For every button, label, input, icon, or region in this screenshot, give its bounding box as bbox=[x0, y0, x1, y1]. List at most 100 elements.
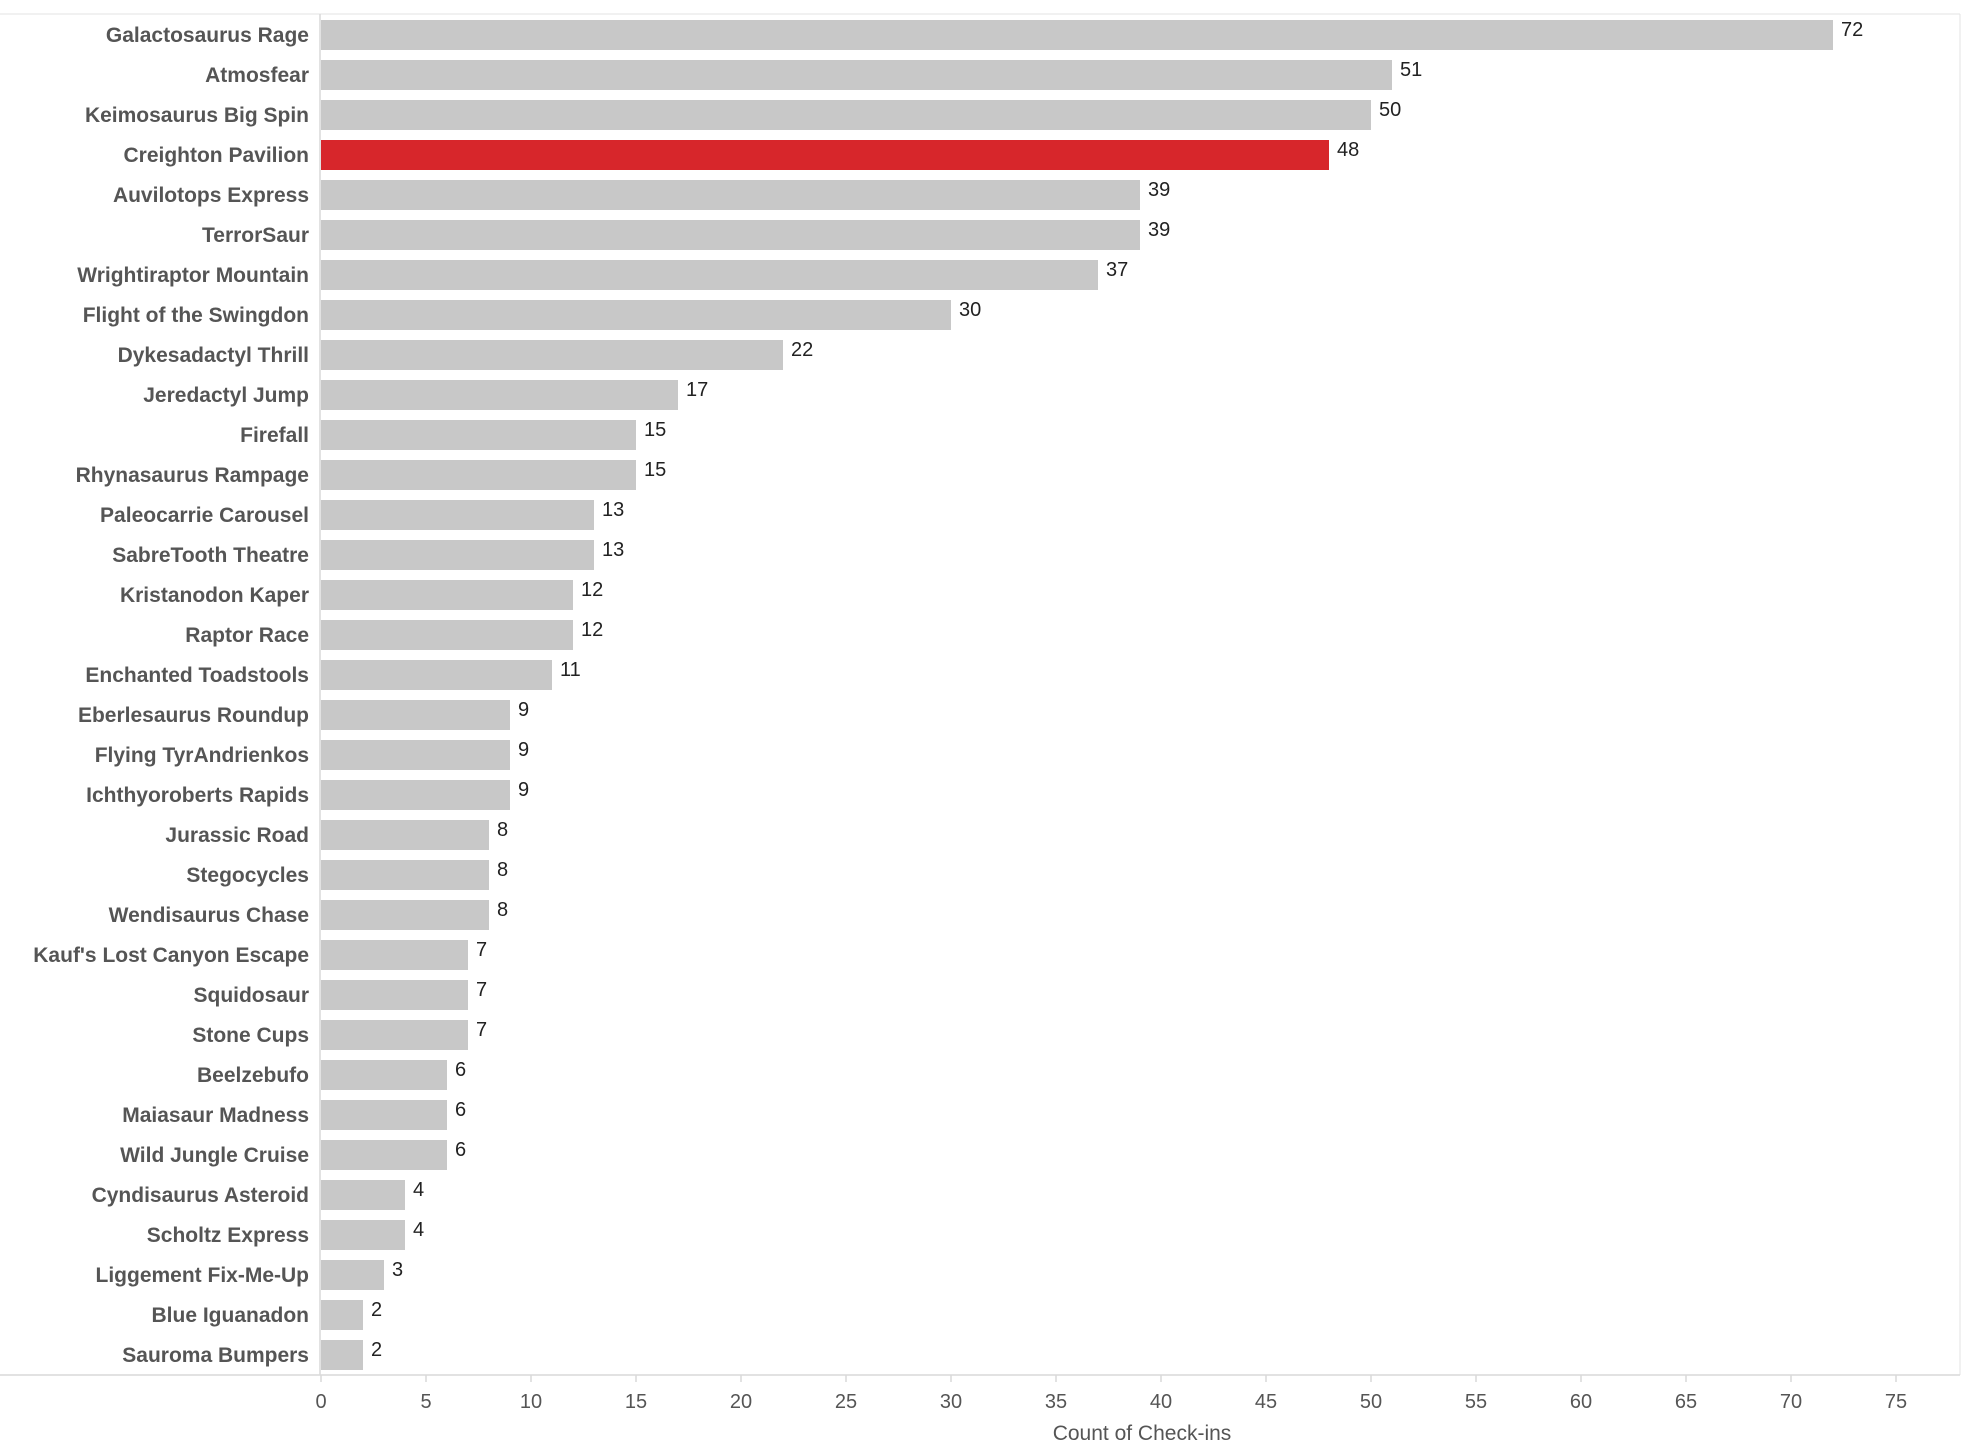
value-label: 17 bbox=[686, 379, 708, 401]
value-label: 50 bbox=[1379, 99, 1401, 121]
bar bbox=[321, 740, 510, 770]
x-tick-label: 15 bbox=[625, 1391, 647, 1413]
bar bbox=[321, 460, 636, 490]
category-label: Enchanted Toadstools bbox=[85, 664, 309, 687]
category-label: Auvilotops Express bbox=[113, 184, 309, 207]
category-label: Liggement Fix-Me-Up bbox=[96, 1264, 310, 1287]
value-label: 11 bbox=[560, 659, 581, 681]
bar bbox=[321, 700, 510, 730]
value-label: 12 bbox=[581, 619, 603, 641]
x-tick-label: 0 bbox=[315, 1391, 326, 1413]
category-label: SabreTooth Theatre bbox=[112, 544, 309, 567]
category-label: Maiasaur Madness bbox=[122, 1104, 309, 1127]
value-labels: 7251504839393730221715151313121211999888… bbox=[371, 19, 1863, 1361]
category-label: Wild Jungle Cruise bbox=[120, 1144, 309, 1167]
category-label: Sauroma Bumpers bbox=[122, 1344, 309, 1367]
value-label: 9 bbox=[518, 779, 529, 801]
bar bbox=[321, 1140, 447, 1170]
bars-group bbox=[321, 20, 1833, 1370]
value-label: 2 bbox=[371, 1299, 382, 1321]
x-tick-label: 25 bbox=[835, 1391, 857, 1413]
bar bbox=[321, 540, 594, 570]
category-label: Dykesadactyl Thrill bbox=[118, 344, 309, 367]
bar bbox=[321, 220, 1140, 250]
bar bbox=[321, 420, 636, 450]
bar bbox=[321, 980, 468, 1010]
x-tick-label: 35 bbox=[1045, 1391, 1067, 1413]
value-label: 51 bbox=[1400, 59, 1422, 81]
x-tick-label: 60 bbox=[1570, 1391, 1592, 1413]
bar bbox=[321, 260, 1098, 290]
bar bbox=[321, 820, 489, 850]
value-label: 8 bbox=[497, 819, 508, 841]
value-label: 48 bbox=[1337, 139, 1359, 161]
bar bbox=[321, 940, 468, 970]
category-label: Ichthyoroberts Rapids bbox=[86, 784, 309, 807]
category-label: Stegocycles bbox=[186, 864, 309, 887]
category-label: TerrorSaur bbox=[202, 224, 309, 247]
category-label: Kristanodon Kaper bbox=[120, 584, 309, 607]
value-label: 7 bbox=[476, 979, 487, 1001]
bar bbox=[321, 1180, 405, 1210]
bar bbox=[321, 20, 1833, 50]
bar bbox=[321, 100, 1371, 130]
x-tick-label: 30 bbox=[940, 1391, 962, 1413]
bar bbox=[321, 620, 573, 650]
x-tick-label: 50 bbox=[1360, 1391, 1382, 1413]
category-label: Keimosaurus Big Spin bbox=[85, 104, 309, 127]
value-label: 7 bbox=[476, 939, 487, 961]
category-label: Rhynasaurus Rampage bbox=[76, 464, 309, 487]
value-label: 9 bbox=[518, 739, 529, 761]
bar bbox=[321, 300, 951, 330]
x-tick-label: 70 bbox=[1780, 1391, 1802, 1413]
value-label: 39 bbox=[1148, 219, 1170, 241]
bar-highlighted bbox=[321, 140, 1329, 170]
category-label: Cyndisaurus Asteroid bbox=[92, 1184, 309, 1207]
bar bbox=[321, 900, 489, 930]
value-label: 6 bbox=[455, 1059, 466, 1081]
bar bbox=[321, 1300, 363, 1330]
category-label: Jurassic Road bbox=[165, 824, 309, 847]
value-label: 39 bbox=[1148, 179, 1170, 201]
category-label: Stone Cups bbox=[192, 1024, 309, 1047]
category-label: Kauf's Lost Canyon Escape bbox=[33, 944, 309, 967]
bar bbox=[321, 860, 489, 890]
category-label: Creighton Pavilion bbox=[123, 144, 309, 167]
value-label: 7 bbox=[476, 1019, 487, 1041]
x-tick-label: 10 bbox=[520, 1391, 542, 1413]
bar bbox=[321, 580, 573, 610]
value-label: 6 bbox=[455, 1139, 466, 1161]
category-label: Eberlesaurus Roundup bbox=[78, 704, 309, 727]
bar bbox=[321, 660, 552, 690]
bar bbox=[321, 60, 1392, 90]
bar bbox=[321, 340, 783, 370]
value-label: 30 bbox=[959, 299, 981, 321]
x-tick-label: 40 bbox=[1150, 1391, 1172, 1413]
x-tick-label: 75 bbox=[1885, 1391, 1907, 1413]
plot-frame bbox=[0, 13, 1961, 1376]
x-tick-label: 55 bbox=[1465, 1391, 1487, 1413]
x-tick-label: 5 bbox=[420, 1391, 431, 1413]
x-tick-label: 20 bbox=[730, 1391, 752, 1413]
category-label: Blue Iguanadon bbox=[152, 1304, 310, 1327]
value-label: 4 bbox=[413, 1179, 424, 1201]
value-label: 8 bbox=[497, 859, 508, 881]
x-axis-ticks: 0 5 10 15 20 25 30 35 40 45 50 55 60 65 70 75 bbox=[315, 1375, 1907, 1413]
category-label: Wendisaurus Chase bbox=[109, 904, 309, 927]
bar bbox=[321, 780, 510, 810]
category-label: Flying TyrAndrienkos bbox=[95, 744, 309, 767]
value-label: 37 bbox=[1106, 259, 1128, 281]
bar bbox=[321, 1100, 447, 1130]
bar bbox=[321, 1020, 468, 1050]
category-label: Firefall bbox=[240, 424, 309, 447]
bar bbox=[321, 1220, 405, 1250]
value-label: 72 bbox=[1841, 19, 1863, 41]
value-label: 6 bbox=[455, 1099, 466, 1121]
value-label: 22 bbox=[791, 339, 813, 361]
category-label: Paleocarrie Carousel bbox=[100, 504, 309, 527]
category-label: Atmosfear bbox=[205, 64, 309, 87]
bar bbox=[321, 1340, 363, 1370]
bar bbox=[321, 180, 1140, 210]
x-tick-label: 45 bbox=[1255, 1391, 1277, 1413]
